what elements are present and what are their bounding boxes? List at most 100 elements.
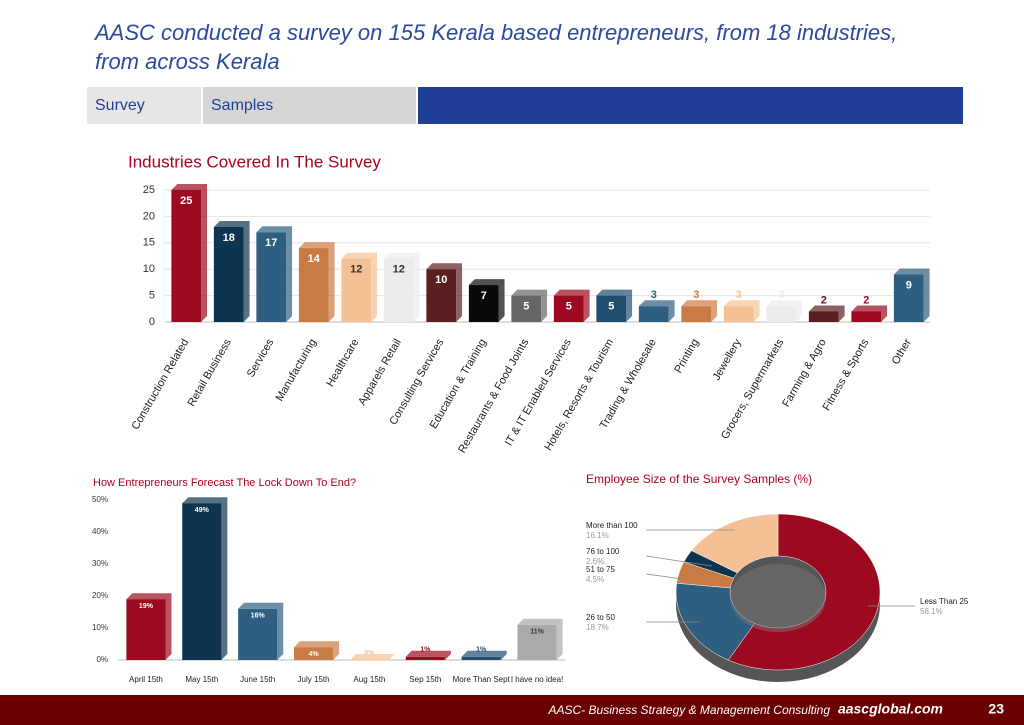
bar [638,306,669,322]
x-tick-label: Printing [672,337,701,375]
x-tick-label: Manufacturing [274,337,319,403]
value-label: 12 [350,264,362,276]
tab[interactable]: Survey [87,87,201,124]
slice-label: Less Than 25 [920,597,969,606]
value-label: 3 [736,289,742,301]
bar-depth [461,650,507,660]
x-tick-label: Construction Related [130,337,192,432]
value-label: 5 [523,301,529,313]
bar [723,306,754,322]
tab-bar [418,87,963,124]
x-tick-label: Healthcare [324,337,361,389]
x-tick-label: Retail Business [186,337,235,409]
value-label: 1% [420,647,431,654]
slice-label: 76 to 100 [586,547,620,556]
x-tick-label: June 15th [240,675,275,684]
bar-depth [638,300,675,322]
bar [766,306,797,322]
y-tick-label: 25 [143,184,155,196]
y-tick-label: 5 [149,290,155,302]
bar [171,190,202,322]
bar-depth [383,252,420,322]
bar-depth [294,641,340,660]
bar [238,608,278,660]
leader-line [645,555,713,567]
x-tick-label: More Than Sept [453,675,511,684]
x-tick-label: Aug 15th [353,675,385,684]
bar-depth [349,654,395,660]
bar [681,306,712,322]
bar-depth [213,221,250,322]
bar-depth [511,289,548,322]
bar [349,660,389,661]
bar [383,258,414,322]
y-tick-label: 10% [92,623,108,632]
bar [341,258,372,322]
chart-title: Employee Size of the Survey Samples (%) [586,472,812,486]
slice-value: 16.1% [586,531,609,540]
footer-site[interactable]: aascglobal.com [838,701,943,717]
slice-label: 51 to 75 [586,565,615,574]
value-label: 7 [481,290,487,302]
bar [256,232,287,322]
x-tick-label: I have no idea! [511,675,563,684]
bar [517,624,557,660]
y-tick-label: 30% [92,559,108,568]
x-tick-label: July 15th [298,675,330,684]
value-label: 5 [566,301,572,313]
footer [0,695,1024,725]
value-label: 3 [651,289,657,301]
bar-depth [171,184,208,322]
y-tick-label: 50% [92,495,108,504]
bar-depth [256,226,293,322]
bar [553,295,584,322]
value-label: 18 [223,232,235,244]
value-label: 49% [195,507,210,514]
value-label: 19% [139,603,154,610]
bar [893,274,924,322]
tab[interactable]: Samples [203,87,416,124]
bar [126,599,166,660]
y-tick-label: 20 [143,210,155,222]
chart-title: Industries Covered In The Survey [128,152,381,171]
value-label: 9 [906,279,912,291]
value-label: 3 [778,289,784,301]
value-label: 10 [435,274,447,286]
bar-depth [126,593,172,660]
value-label: 12 [393,264,405,276]
donut-hole [730,564,826,632]
bar-depth [426,263,463,322]
bar-depth [766,300,803,322]
x-tick-label: Sep 15th [409,675,441,684]
bar [426,269,457,322]
slice-value: 58.1% [920,607,943,616]
value-label: 2 [821,294,827,306]
slice-value: 2.6% [586,557,604,566]
bar-depth [298,242,335,322]
bar [298,248,329,322]
x-tick-label: Apparels Retail [356,337,404,408]
x-tick-label: Jewellery [711,337,745,383]
slice-label: 26 to 50 [586,613,615,622]
bar [468,285,499,322]
bar-depth [893,268,930,322]
value-label: 4% [309,651,320,658]
x-tick-label: Fitness & Sports [821,337,872,413]
bar-depth [238,602,284,660]
value-label: 0% [364,650,375,657]
x-tick-label: May 15th [185,675,218,684]
footer-text: AASC- Business Strategy & Management Con… [548,703,831,717]
chart-title: How Entrepreneurs Forecast The Lock Down… [93,477,356,489]
y-tick-label: 15 [143,237,155,249]
bar [405,656,445,660]
bar-depth [468,279,505,322]
slide-title: AASC conducted a survey on 155 Kerala ba… [95,20,898,74]
bar-depth [596,289,633,322]
page-number: 23 [988,701,1004,717]
value-label: 3 [693,289,699,301]
leader-line [645,573,691,581]
bar-depth [808,305,845,322]
value-label: 1% [476,647,487,654]
